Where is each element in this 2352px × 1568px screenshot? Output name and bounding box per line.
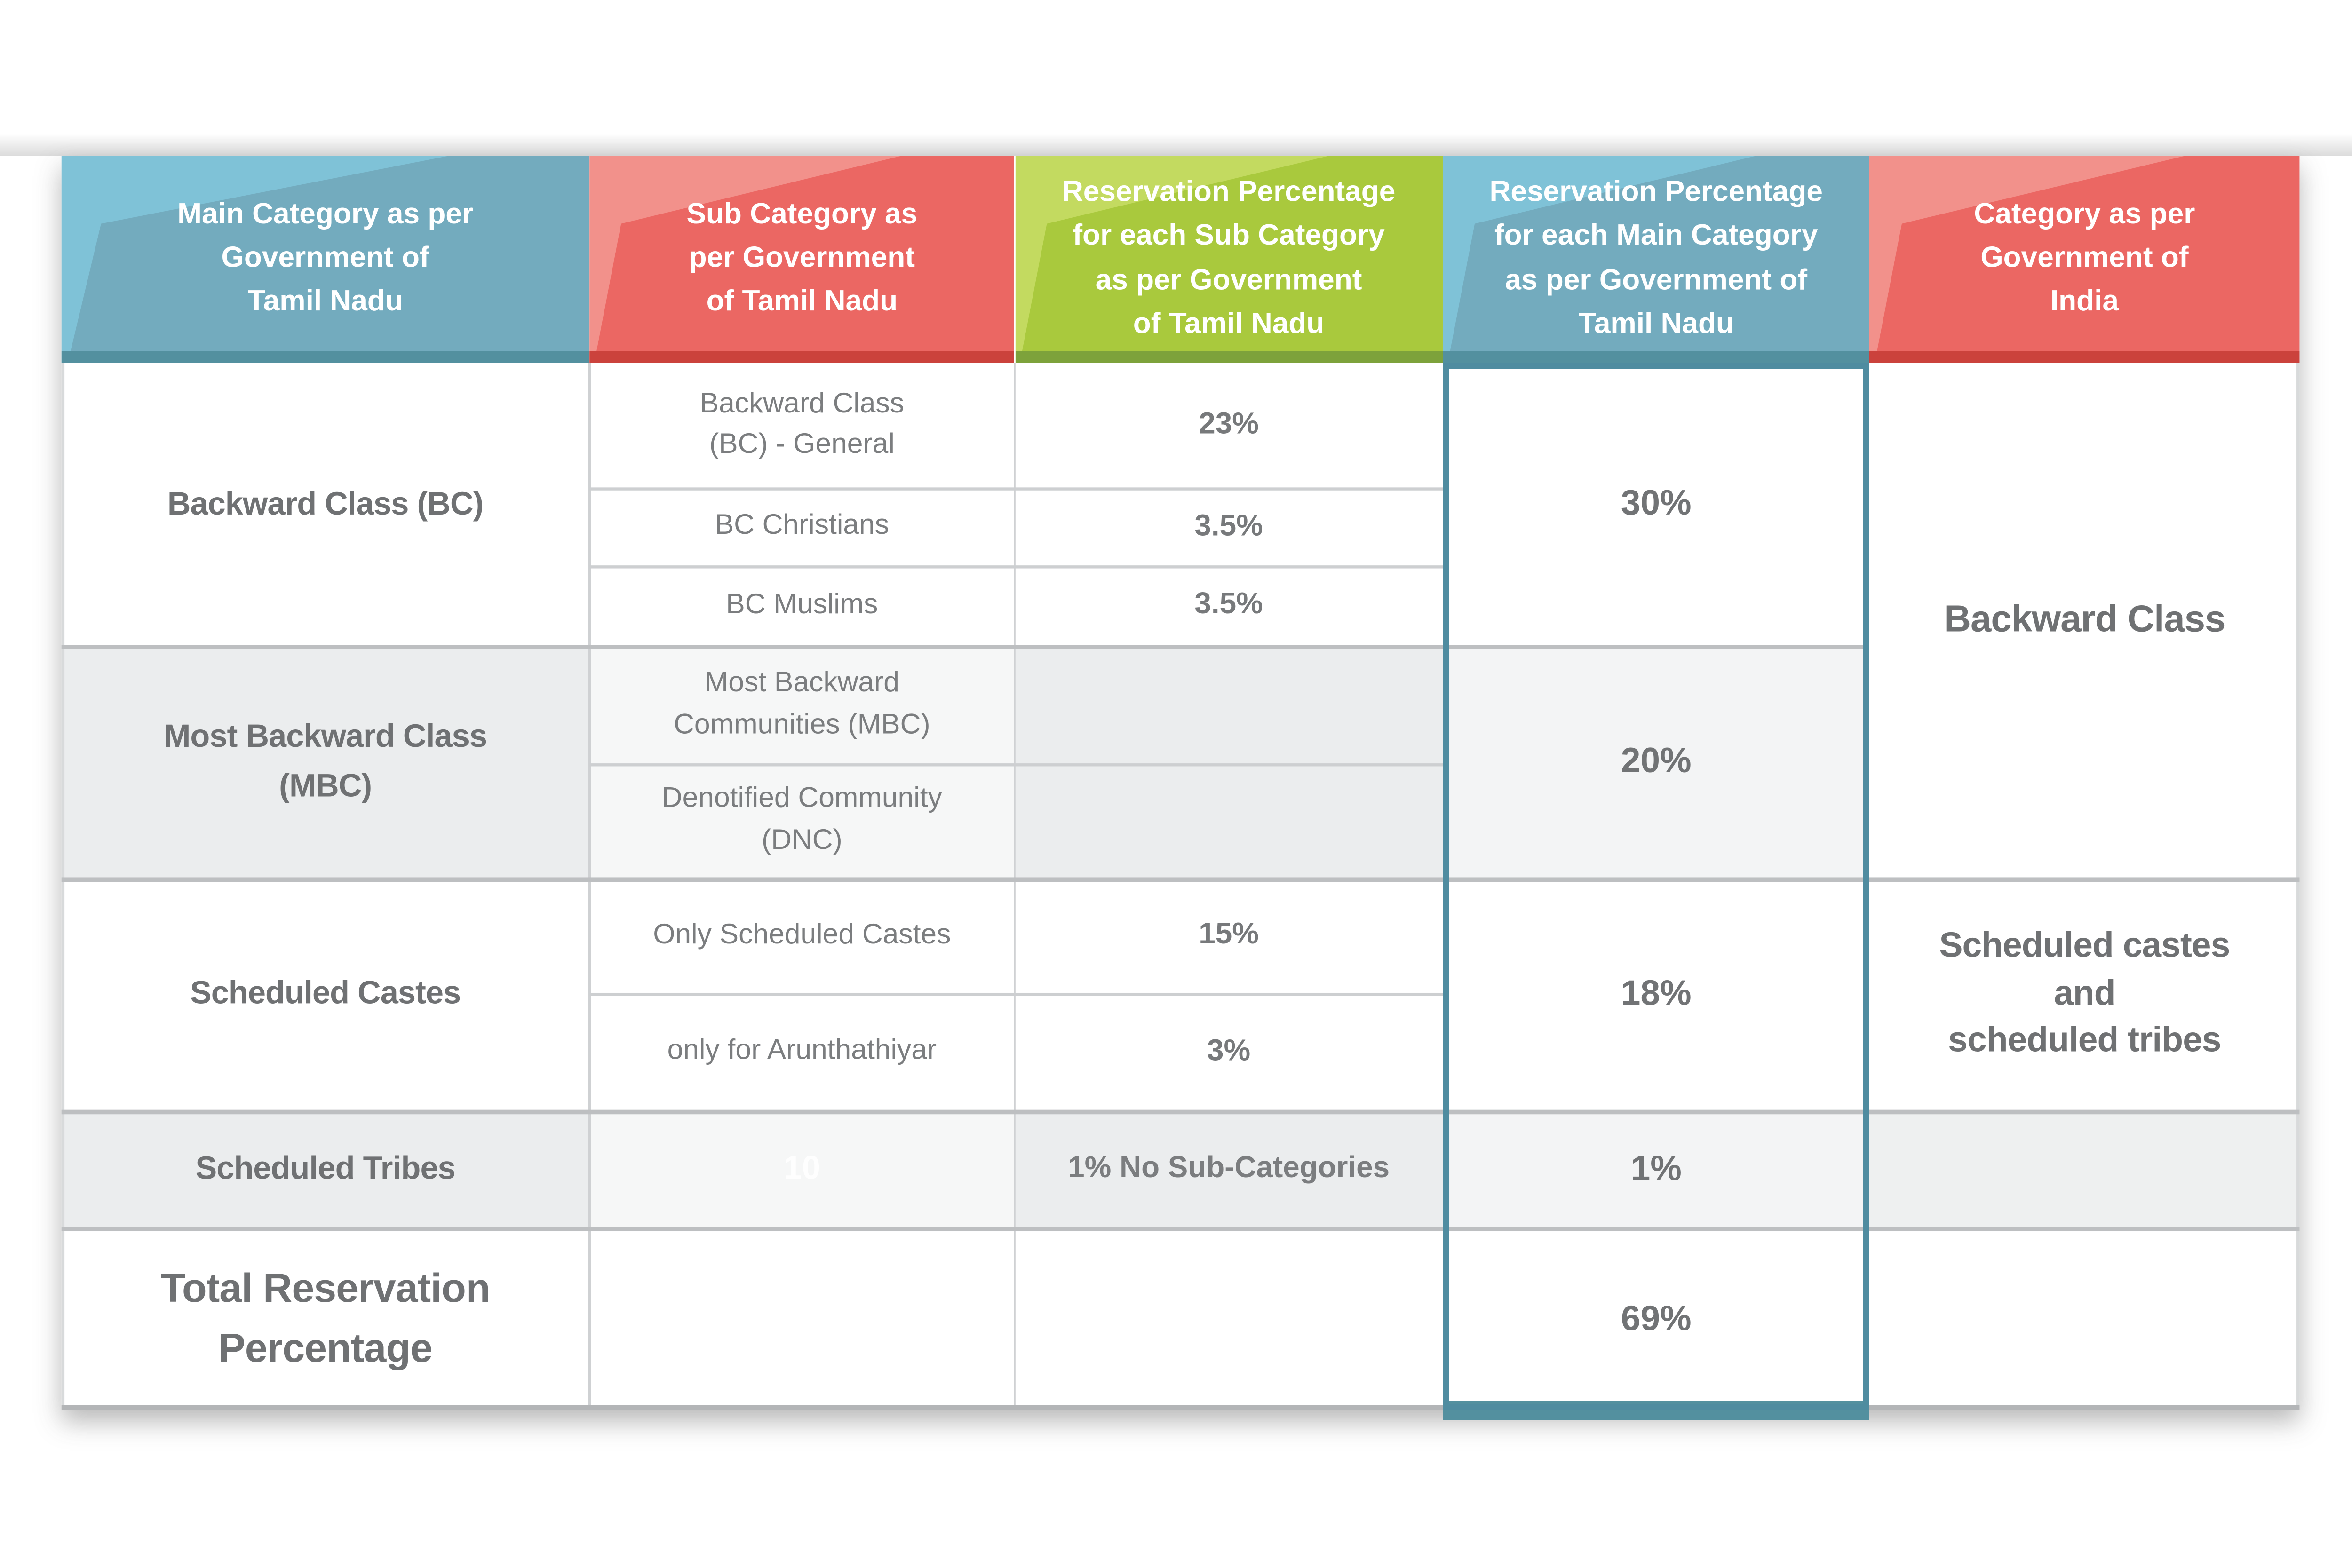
cell-sub-mbc-communities: Most Backward Communities (MBC) bbox=[589, 645, 1015, 764]
cell-mainpct-total: 69% bbox=[1442, 1227, 1870, 1410]
header-label: Reservation Percentage for each Sub Cate… bbox=[1062, 175, 1396, 341]
cell-pct-st-note: 1% No Sub-Categories bbox=[1015, 1109, 1443, 1227]
cell-main-most-backward-class: Most Backward Class (MBC) bbox=[61, 645, 589, 878]
header-label: Category as per Government of India bbox=[1974, 198, 2195, 318]
cell-main-scheduled-castes: Scheduled Castes bbox=[61, 877, 589, 1110]
header-label: Sub Category as per Government of Tamil … bbox=[686, 198, 918, 318]
cell-sub-arunthathiyar: only for Arunthathiyar bbox=[589, 992, 1015, 1110]
cell-sub-st-watermark: 10 bbox=[589, 1109, 1015, 1227]
cell-main-scheduled-tribes: Scheduled Tribes bbox=[61, 1109, 589, 1227]
cell-sub-bc-general: Backward Class (BC) - General bbox=[589, 363, 1015, 488]
cell-pct-only-sc: 15% bbox=[1015, 877, 1443, 993]
header-sub-category-tn: Sub Category as per Government of Tamil … bbox=[589, 155, 1015, 363]
header-main-category-pct: Reservation Percentage for each Main Cat… bbox=[1442, 155, 1870, 363]
cell-pct-bc-christians: 3.5% bbox=[1015, 487, 1443, 566]
cell-pct-dnc-empty bbox=[1015, 763, 1443, 878]
cell-mainpct-sc: 18% bbox=[1442, 877, 1870, 1110]
reservation-table: Main Category as per Government of Tamil… bbox=[61, 155, 2300, 1420]
cell-mainpct-mbc: 20% bbox=[1442, 645, 1870, 878]
cell-mainpct-st: 1% bbox=[1442, 1109, 1870, 1227]
cell-pct-bc-general: 23% bbox=[1015, 363, 1443, 488]
cell-main-backward-class: Backward Class (BC) bbox=[61, 363, 589, 645]
cell-india-backward-class: Backward Class bbox=[1869, 363, 2300, 878]
cell-india-st-empty bbox=[1869, 1109, 2300, 1227]
cell-total-reservation-label: Total Reservation Percentage bbox=[61, 1227, 589, 1410]
cell-sub-bc-christians: BC Christians bbox=[589, 487, 1015, 566]
cell-sub-total-empty bbox=[589, 1227, 1015, 1410]
cell-pct-arunthathiyar: 3% bbox=[1015, 992, 1443, 1110]
cell-india-sc-st: Scheduled castes and scheduled tribes bbox=[1869, 877, 2300, 1110]
highlight-column-footer bbox=[1442, 1400, 1870, 1420]
top-shadow bbox=[0, 133, 2352, 156]
cell-sub-dnc: Denotified Community (DNC) bbox=[589, 763, 1015, 878]
cell-sub-bc-muslims: BC Muslims bbox=[589, 565, 1015, 645]
header-label: Reservation Percentage for each Main Cat… bbox=[1489, 175, 1823, 341]
cell-sub-only-sc: Only Scheduled Castes bbox=[589, 877, 1015, 993]
header-category-india: Category as per Government of India bbox=[1869, 155, 2300, 363]
header-main-category-tn: Main Category as per Government of Tamil… bbox=[61, 155, 589, 363]
cell-pct-mbc-empty bbox=[1015, 645, 1443, 764]
header-label: Main Category as per Government of Tamil… bbox=[177, 198, 474, 318]
cell-india-total-empty bbox=[1869, 1227, 2300, 1410]
header-sub-category-pct: Reservation Percentage for each Sub Cate… bbox=[1015, 155, 1443, 363]
cell-mainpct-bc: 30% bbox=[1442, 363, 1870, 645]
cell-pct-total-empty bbox=[1015, 1227, 1443, 1410]
cell-pct-bc-muslims: 3.5% bbox=[1015, 565, 1443, 645]
